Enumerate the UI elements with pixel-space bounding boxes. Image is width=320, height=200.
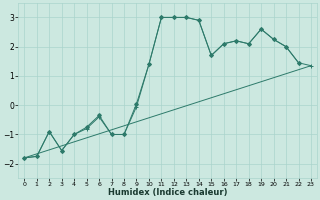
X-axis label: Humidex (Indice chaleur): Humidex (Indice chaleur) <box>108 188 228 197</box>
